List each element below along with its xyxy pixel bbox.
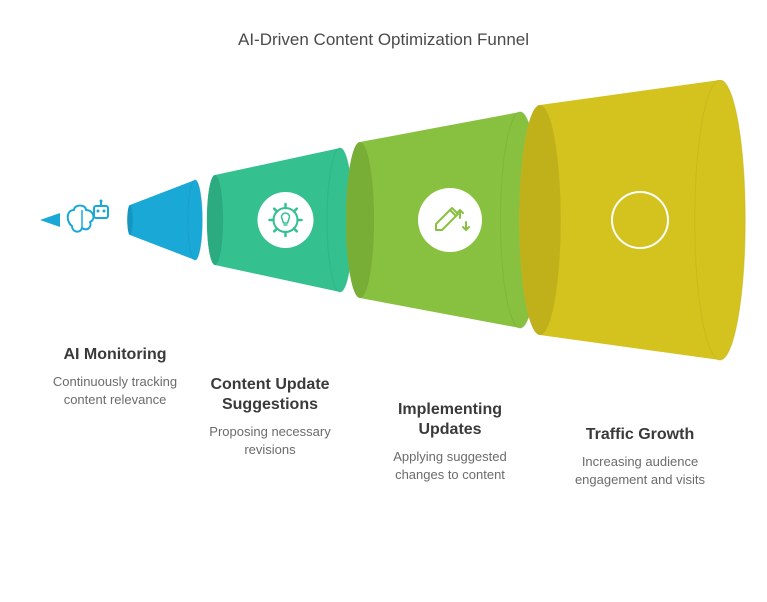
label-content-suggestions: Content Update Suggestions Proposing nec… xyxy=(195,375,345,459)
segment-implementing-opening xyxy=(346,142,374,298)
funnel-diagram xyxy=(0,80,767,380)
label-desc: Proposing necessary revisions xyxy=(195,423,345,459)
gear-bulb-icon-bg xyxy=(258,192,314,248)
segment-ai-monitoring-opening xyxy=(127,205,132,235)
label-implementing: Implementing Updates Applying suggested … xyxy=(370,400,530,484)
page-title: AI-Driven Content Optimization Funnel xyxy=(0,30,767,50)
label-traffic-growth: Traffic Growth Increasing audience engag… xyxy=(560,425,720,489)
label-title: Traffic Growth xyxy=(560,425,720,445)
funnel-tip xyxy=(40,213,60,227)
segment-content-suggestions-opening xyxy=(207,175,223,265)
label-desc: Applying suggested changes to content xyxy=(370,448,530,484)
label-ai-monitoring: AI Monitoring Continuously tracking cont… xyxy=(45,345,185,409)
label-desc: Continuously tracking content relevance xyxy=(45,373,185,409)
label-title: Implementing Updates xyxy=(370,400,530,440)
brain-robot-icon xyxy=(68,200,108,232)
pencil-arrows-icon-bg xyxy=(418,188,482,252)
label-title: Content Update Suggestions xyxy=(195,375,345,415)
label-title: AI Monitoring xyxy=(45,345,185,365)
segment-traffic-growth-opening xyxy=(519,105,560,335)
segment-ai-monitoring xyxy=(127,180,202,260)
label-desc: Increasing audience engagement and visit… xyxy=(560,453,720,489)
